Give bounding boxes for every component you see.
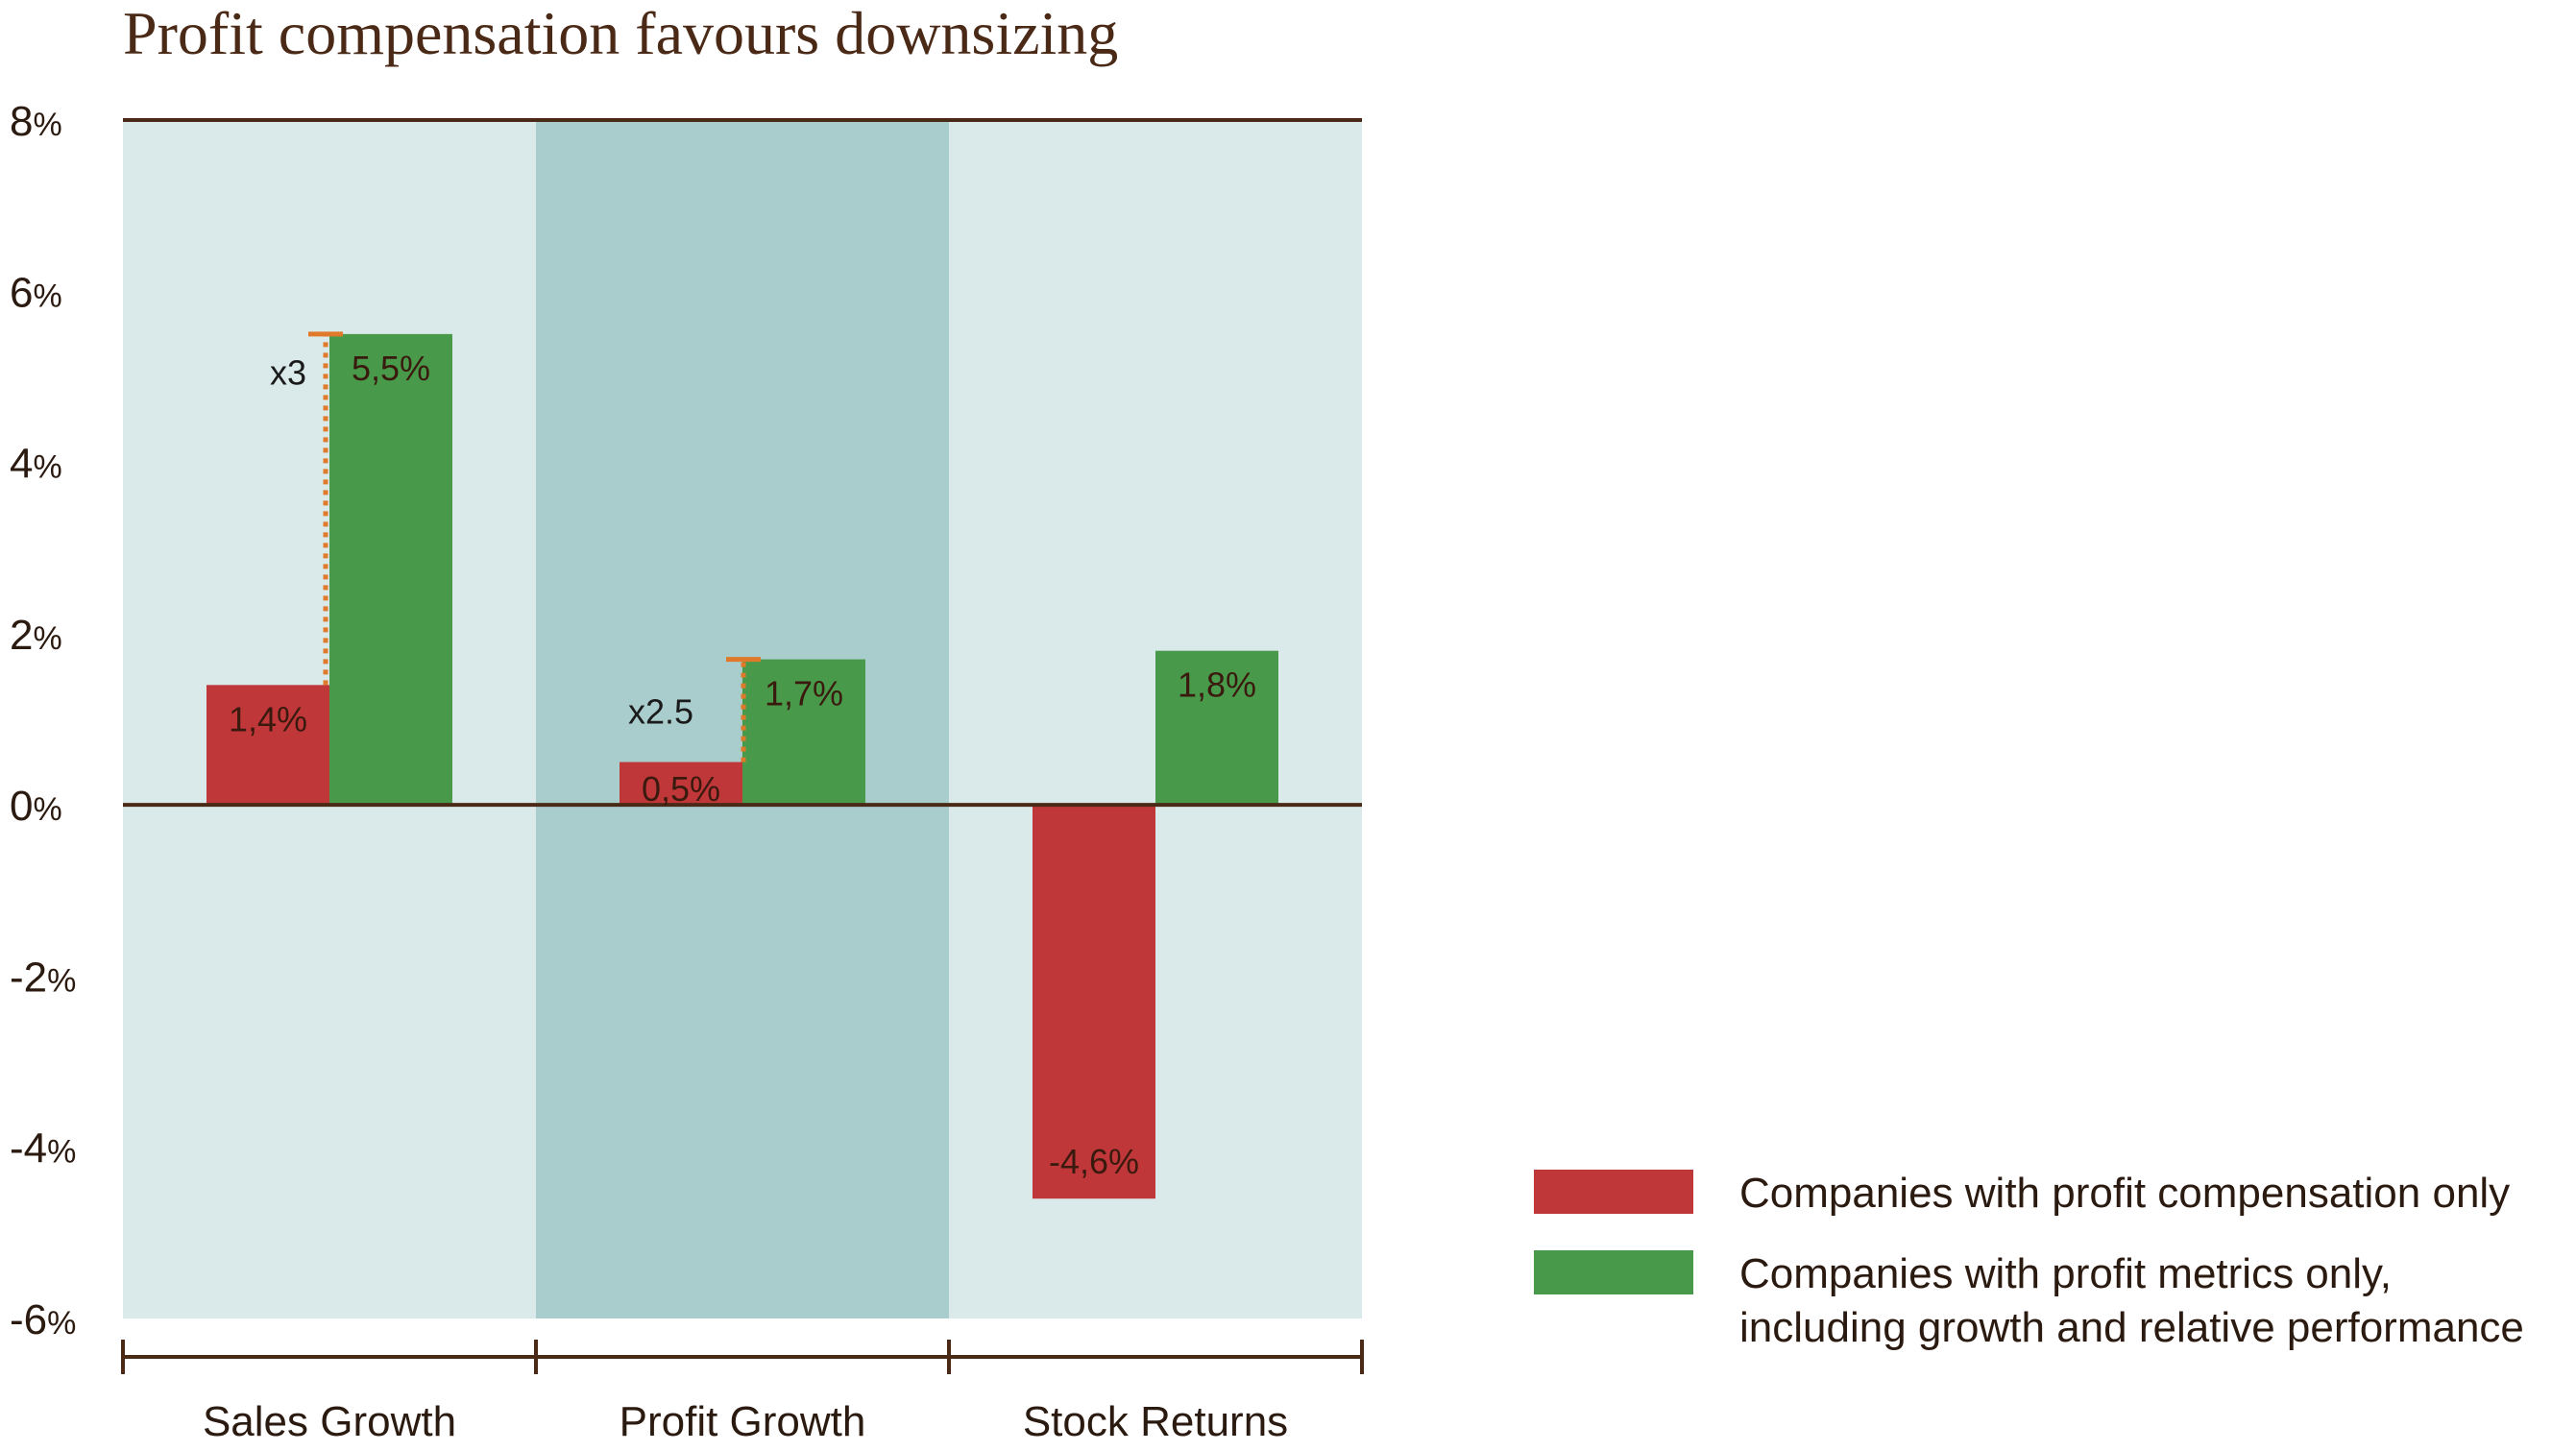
y-tick-suffix: % (33, 620, 61, 657)
x-axis-labels: Sales Growth Profit Growth Stock Returns (203, 1398, 1288, 1445)
y-tick-label: -2% (10, 954, 76, 1001)
data-label: 1,4% (229, 699, 307, 738)
data-label: 1,7% (765, 674, 843, 713)
data-label: 1,8% (1178, 665, 1256, 705)
y-tick-value: 6 (10, 269, 33, 316)
bar-series-1-cat-1 (207, 685, 329, 806)
y-tick-value: 2 (10, 612, 33, 659)
bar-series-1-cat-2 (620, 762, 742, 806)
y-tick-suffix: % (33, 107, 61, 143)
annotation-label: x2.5 (628, 692, 693, 732)
annotation-label: x3 (270, 353, 306, 393)
annotations: x3 x2.5 (270, 331, 761, 762)
bar-series-2-cat-3 (1155, 650, 1278, 806)
data-labels: 1,4% 0,5% -4,6% 5,5% 1,7% 1,8% (229, 349, 1256, 1181)
legend-label-2-line-2: including growth and relative performanc… (1739, 1304, 2524, 1351)
y-tick-value: 4 (10, 441, 33, 488)
y-tick-suffix: % (33, 449, 61, 486)
data-label: -4,6% (1049, 1142, 1139, 1181)
y-tick-label: 2% (10, 612, 62, 659)
y-tick-suffix: % (33, 278, 61, 314)
legend: Companies with profit compensation only C… (1534, 1170, 2524, 1351)
y-tick-value: 0 (10, 783, 33, 830)
bar-series-2-cat-1 (329, 333, 452, 806)
bar-series-1-cat-3 (1033, 805, 1155, 1199)
y-tick-label: 8% (10, 98, 62, 145)
x-category-label: Profit Growth (620, 1398, 866, 1445)
data-label: 0,5% (642, 769, 720, 809)
bars (207, 333, 1278, 1199)
y-tick-label: -4% (10, 1125, 76, 1173)
y-tick-suffix: % (47, 1305, 76, 1342)
y-tick-label: -6% (10, 1296, 76, 1343)
y-tick-value: -4 (10, 1125, 47, 1173)
bar-series-2-cat-2 (742, 659, 865, 806)
y-tick-label: 0% (10, 783, 62, 830)
y-axis-ticks: 8%6%4%2%0%-2%-4%-6% (10, 98, 76, 1343)
legend-label-2-line-1: Companies with profit metrics only, (1739, 1250, 2392, 1297)
y-tick-value: -6 (10, 1296, 47, 1343)
y-tick-suffix: % (47, 1134, 76, 1171)
chart-title: Profit compensation favours downsizing (123, 0, 1118, 67)
y-tick-value: -2 (10, 954, 47, 1001)
axes (121, 118, 1364, 1374)
data-label: 5,5% (352, 349, 430, 388)
legend-label-1: Companies with profit compensation only (1739, 1170, 2510, 1217)
y-tick-suffix: % (33, 791, 61, 828)
y-tick-suffix: % (47, 962, 76, 999)
y-tick-label: 4% (10, 441, 62, 488)
y-tick-value: 8 (10, 98, 33, 145)
x-category-label: Stock Returns (1023, 1398, 1288, 1445)
legend-swatch-1 (1534, 1170, 1693, 1214)
x-category-label: Sales Growth (203, 1398, 456, 1445)
legend-swatch-2 (1534, 1250, 1693, 1294)
y-tick-label: 6% (10, 269, 62, 316)
